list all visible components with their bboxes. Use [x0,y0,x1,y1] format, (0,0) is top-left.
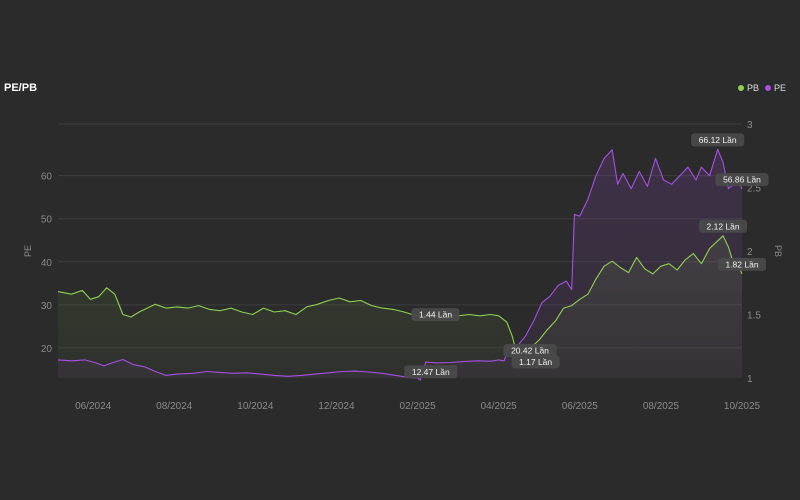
legend-swatch-pe [764,85,771,91]
data-label-bg [511,355,560,369]
data-label-text: 1.44 Lần [419,310,452,320]
data-label-text: 2.12 Lần [707,221,740,231]
data-label-text: 56.86 Lần [723,175,761,185]
data-labels: 1.44 Lần 1.17 Lần 2.12 Lần 1.82 Lần 12.47 Lầ… [404,133,769,379]
data-label-pe: 56.86 Lần [715,173,769,187]
y-left-tick-label: 40 [41,258,53,269]
legend-swatch-pb [737,85,744,91]
data-label-pe: 66.12 Lần [691,133,745,147]
y-left-axis-title: PE [23,245,33,257]
y-left-tick-label: 60 [41,172,53,183]
y-right-tick-label: 3 [747,120,753,131]
y-left-tick-label: 50 [41,215,53,226]
data-label-pb: 1.82 Lần [718,257,766,271]
axes: 20 30 40 50 60 1 1.5 2 2.5 3 PE PB 06/2024 08/2024 10/… [23,120,783,412]
data-label-pb: 1.44 Lần [411,308,460,322]
data-label-pb: 1.17 Lần [511,355,560,369]
legend-label-pb: PB [746,83,759,93]
series-area-pe [58,149,742,381]
y-right-tick-label: 2 [747,247,753,258]
data-label-text: 12.47 Lần [412,367,450,377]
y-right-tick-label: 1 [747,374,753,385]
x-tick-label: 10/2024 [237,401,274,412]
data-label-bg [691,133,745,147]
x-tick-label: 08/2025 [643,401,680,412]
data-label-bg [503,344,557,358]
x-tick-label: 02/2025 [399,401,436,412]
data-label-text: 66.12 Lần [699,135,737,145]
x-tick-label: 12/2024 [318,401,355,412]
x-tick-label: 08/2024 [156,401,193,412]
legend-item-pe[interactable]: PE [764,83,786,93]
x-tick-label: 10/2025 [724,401,761,412]
chart-legend: PB PE [737,83,786,93]
data-label-text: 1.82 Lần [725,259,758,269]
data-label-pe: 20.42 Lần [503,344,557,358]
data-label-bg [411,308,460,322]
data-label-bg [715,173,769,187]
data-label-bg [699,219,748,233]
series-areas [58,149,742,381]
chart-title: PE/PB [4,82,38,94]
y-right-tick-label: 2.5 [747,184,761,195]
y-right-tick-label: 1.5 [747,311,761,322]
x-tick-label: 04/2025 [481,401,518,412]
legend-label-pe: PE [773,83,786,93]
legend-item-pb[interactable]: PB [737,83,759,93]
data-label-pe: 12.47 Lần [404,365,458,379]
x-tick-label: 06/2025 [562,401,599,412]
data-label-text: 1.17 Lần [519,357,552,367]
series-line-pe [57,148,743,381]
data-label-text: 20.42 Lần [511,346,549,356]
data-label-bg [404,365,458,379]
y-left-tick-label: 30 [41,301,53,312]
x-tick-label: 06/2024 [75,401,112,412]
y-right-axis-title: PB [773,245,783,257]
data-label-bg [718,257,766,271]
data-label-pb: 2.12 Lần [699,219,748,233]
y-left-tick-label: 20 [41,344,53,355]
